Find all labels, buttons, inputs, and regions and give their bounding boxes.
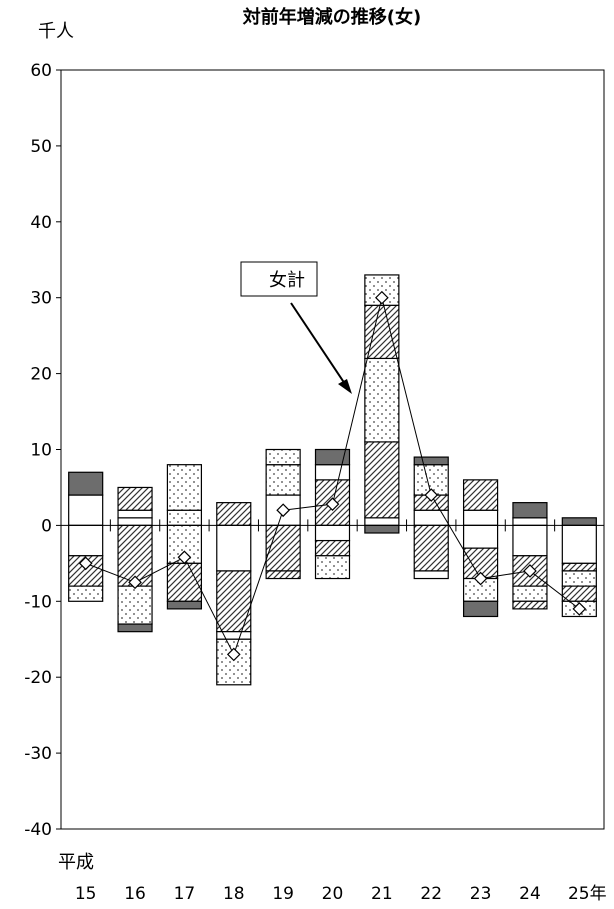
bar-segment [561,562,597,572]
y-tick-label: 30 [30,289,52,309]
bar-segment [68,471,104,496]
bar-segment [265,448,301,466]
bar-segment [265,524,301,572]
total-point [523,564,537,578]
bar-segment [314,539,351,557]
bar-segment [166,600,203,610]
x-tick-label: 15 [75,884,97,904]
bar-segment [462,524,499,549]
bar-segment [561,524,597,564]
y-tick-label: -40 [24,820,52,840]
bar-segment [68,524,104,557]
annotation-label: 女計 [269,270,305,291]
bar-segment [364,357,400,443]
y-tick-label: -20 [24,668,52,688]
bar-segment [314,524,351,542]
bar-segment [364,517,400,526]
bar-segment [166,464,203,511]
y-tick-label: -10 [24,592,52,612]
bar-segment [512,555,548,587]
bar-segment [117,585,153,625]
bar-segment [512,524,548,557]
x-tick-label: 25年 [568,884,607,904]
bar-segment [314,555,351,580]
annotation-arrow [290,302,348,388]
bar-segment [364,524,400,534]
y-tick-label: 40 [30,213,52,233]
total-point [375,290,389,305]
x-tick-label: 17 [174,884,196,904]
x-tick-label: 16 [124,884,146,904]
bar-segment [462,600,499,618]
bar-segment [413,509,449,527]
bar-segment [364,441,400,519]
x-tick-label: 20 [322,884,344,904]
bar-segment [117,623,153,633]
bar-segment [265,570,301,580]
bar-segment [512,600,548,610]
bar-segment [216,631,252,640]
bar-segment [314,448,351,466]
bar-segment [314,464,351,481]
bar-segment [512,502,548,519]
bar-segment [117,517,153,526]
total-point [128,575,142,590]
bar-segment [364,304,400,360]
bar-segment [512,585,548,602]
total-point [78,556,93,571]
total-point [177,550,192,565]
bar-segment [462,479,499,511]
y-tick-label: 0 [41,516,52,536]
bar-segment [117,486,153,511]
total-point [276,503,290,518]
y-tick-label: -30 [24,744,52,764]
bar-segment [265,464,301,496]
bar-segment [413,456,449,466]
x-tick-label: 22 [420,884,442,904]
bar-segment [216,570,252,633]
bar-segment [117,509,153,519]
x-tick-label: 23 [470,884,492,904]
chart-title: 対前年増減の推移(女) [242,6,421,28]
bar-segment [216,524,252,572]
y-tick-label: 60 [30,61,52,81]
total-point [325,497,340,511]
total-point [473,571,488,586]
bar-segment [413,524,449,572]
total-point [572,602,587,616]
bar-segment [512,517,548,526]
bar-segment [68,585,104,602]
bar-segment [462,509,499,527]
bar-segment [166,509,203,527]
annotation-arrowhead [338,379,352,394]
annotation-box [240,261,318,297]
y-tick-label: 20 [30,365,52,385]
x-tick-label: 19 [272,884,294,904]
bar-segment [561,585,597,602]
y-axis-unit-label: 千人 [38,21,74,42]
x-tick-label: 18 [223,884,245,904]
era-label: 平成 [58,852,94,873]
y-tick-label: 10 [30,441,52,461]
total-point [424,488,439,502]
bar-segment [68,494,104,527]
total-point [226,647,241,662]
bar-segment [561,517,597,526]
bar-segment [561,570,597,587]
plot-area-frame [60,69,605,830]
bar-segment [216,638,252,686]
bar-segment [413,570,449,580]
y-tick-label: 50 [30,137,52,157]
series-annotation: 女計 [240,261,352,394]
x-tick-label: 24 [519,884,541,904]
bar-segment [216,502,252,527]
bar-segment [166,562,203,602]
x-tick-label: 21 [371,884,393,904]
